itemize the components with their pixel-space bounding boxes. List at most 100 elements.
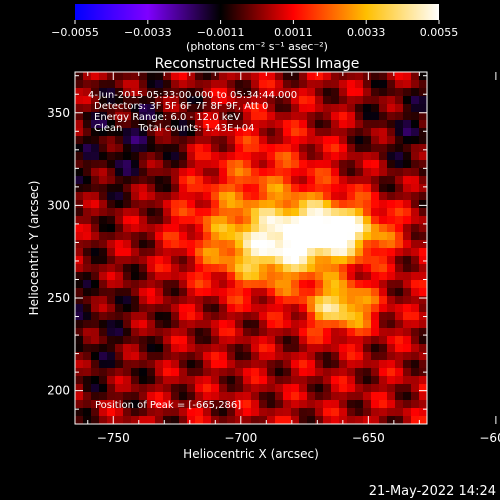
heatmap-cell xyxy=(331,256,340,265)
heatmap-cell xyxy=(371,176,380,185)
heatmap-cell xyxy=(115,120,124,129)
heatmap-cell xyxy=(323,368,332,377)
heatmap-cell xyxy=(195,192,204,201)
heatmap-cell xyxy=(275,88,284,97)
heatmap-cell xyxy=(259,376,268,385)
heatmap-cell xyxy=(379,184,388,193)
heatmap-cell xyxy=(291,280,300,289)
heatmap-cell xyxy=(147,112,156,121)
heatmap-cell xyxy=(131,336,140,345)
heatmap-cell xyxy=(371,376,380,385)
heatmap-cell xyxy=(155,384,164,393)
heatmap-cell xyxy=(243,336,252,345)
heatmap-cell xyxy=(187,160,196,169)
heatmap-cell xyxy=(387,240,396,249)
heatmap-cell xyxy=(91,208,100,217)
heatmap-cell xyxy=(387,256,396,265)
heatmap-cell xyxy=(203,168,212,177)
heatmap-cell xyxy=(139,272,148,281)
heatmap-cell xyxy=(411,344,420,353)
heatmap-cell xyxy=(75,88,84,97)
heatmap-cell xyxy=(203,296,212,305)
heatmap-cell xyxy=(243,224,252,233)
heatmap-cell xyxy=(267,88,276,97)
heatmap-cell xyxy=(75,360,84,369)
heatmap-cell xyxy=(99,232,108,241)
heatmap-cell xyxy=(83,152,92,161)
heatmap-cell xyxy=(259,392,268,401)
heatmap-cell xyxy=(251,88,260,97)
heatmap-cell xyxy=(235,384,244,393)
heatmap-cell xyxy=(163,152,172,161)
heatmap-cell xyxy=(211,208,220,217)
heatmap-cell xyxy=(211,216,220,225)
heatmap-cell xyxy=(315,176,324,185)
heatmap-cell xyxy=(299,208,308,217)
heatmap-cell xyxy=(123,328,132,337)
heatmap-cell xyxy=(395,248,404,257)
heatmap-cell xyxy=(115,208,124,217)
heatmap-cell xyxy=(339,224,348,233)
heatmap-cell xyxy=(331,112,340,121)
heatmap-image xyxy=(75,72,428,425)
heatmap-cell xyxy=(259,104,268,113)
heatmap-cell xyxy=(171,304,180,313)
heatmap-cell xyxy=(379,104,388,113)
heatmap-cell xyxy=(171,200,180,209)
heatmap-cell xyxy=(179,408,188,417)
heatmap-cell xyxy=(227,312,236,321)
heatmap-cell xyxy=(115,144,124,153)
heatmap-cell xyxy=(195,320,204,329)
heatmap-cell xyxy=(403,416,412,425)
heatmap-cell xyxy=(419,136,428,145)
heatmap-cell xyxy=(291,384,300,393)
heatmap-cell xyxy=(387,328,396,337)
heatmap-cell xyxy=(243,136,252,145)
heatmap-cell xyxy=(139,288,148,297)
heatmap-cell xyxy=(203,208,212,217)
heatmap-cell xyxy=(123,144,132,153)
heatmap-cell xyxy=(299,272,308,281)
heatmap-cell xyxy=(419,400,428,409)
heatmap-cell xyxy=(363,208,372,217)
heatmap-cell xyxy=(291,264,300,273)
heatmap-cell xyxy=(187,408,196,417)
heatmap-cell xyxy=(171,128,180,137)
heatmap-cell xyxy=(75,368,84,377)
heatmap-cell xyxy=(323,88,332,97)
heatmap-cell xyxy=(107,400,116,409)
heatmap-cell xyxy=(227,88,236,97)
heatmap-cell xyxy=(299,136,308,145)
heatmap-cell xyxy=(371,416,380,425)
heatmap-cell xyxy=(115,376,124,385)
heatmap-cell xyxy=(339,160,348,169)
heatmap-cell xyxy=(211,376,220,385)
heatmap-cell xyxy=(83,392,92,401)
heatmap-cell xyxy=(323,376,332,385)
heatmap-cell xyxy=(371,160,380,169)
heatmap-cell xyxy=(163,224,172,233)
heatmap-cell xyxy=(203,344,212,353)
heatmap-cell xyxy=(123,224,132,233)
heatmap-cell xyxy=(267,344,276,353)
heatmap-cell xyxy=(75,192,84,201)
heatmap-cell xyxy=(411,112,420,121)
heatmap-cell xyxy=(123,376,132,385)
heatmap-cell xyxy=(147,104,156,113)
heatmap-cell xyxy=(227,96,236,105)
heatmap-cell xyxy=(315,400,324,409)
heatmap-cell xyxy=(99,288,108,297)
heatmap-cell xyxy=(283,304,292,313)
heatmap-cell xyxy=(307,216,316,225)
heatmap-cell xyxy=(387,136,396,145)
heatmap-cell xyxy=(163,120,172,129)
heatmap-cell xyxy=(355,72,364,81)
heatmap-cell xyxy=(147,320,156,329)
heatmap-cell xyxy=(155,376,164,385)
heatmap-cell xyxy=(203,376,212,385)
heatmap-cell xyxy=(315,264,324,273)
heatmap-cell xyxy=(163,144,172,153)
heatmap-cell xyxy=(179,288,188,297)
heatmap-cell xyxy=(75,296,84,305)
heatmap-cell xyxy=(347,120,356,129)
